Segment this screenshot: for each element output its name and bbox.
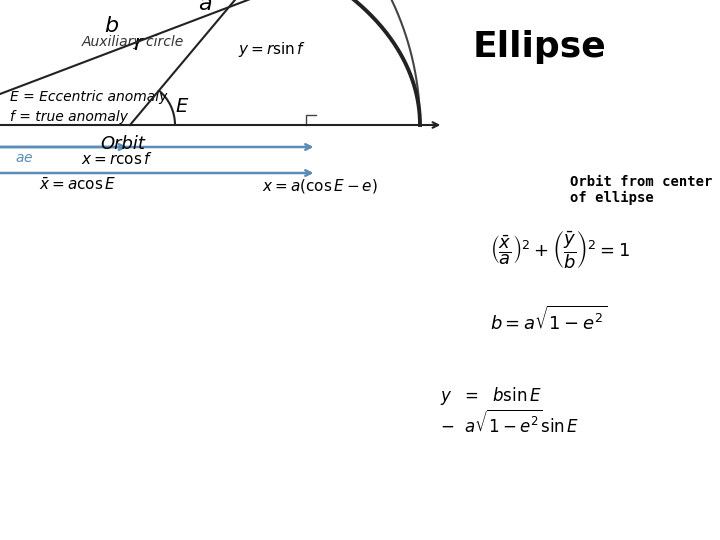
Text: $y \ \ = \ \ b\sin E$: $y \ \ = \ \ b\sin E$ [440, 385, 541, 407]
Text: $\left(\dfrac{\bar{x}}{a}\right)^2 + \left(\dfrac{\bar{y}}{b}\right)^2 = 1$: $\left(\dfrac{\bar{x}}{a}\right)^2 + \le… [490, 230, 630, 271]
Text: f = true anomaly: f = true anomaly [10, 110, 128, 124]
Text: $- \ \ a\sqrt{1-e^2}\sin E$: $- \ \ a\sqrt{1-e^2}\sin E$ [440, 410, 580, 437]
Text: $r$: $r$ [133, 35, 145, 55]
Text: Auxiliary circle: Auxiliary circle [82, 35, 184, 49]
Text: $ae$: $ae$ [15, 151, 33, 165]
Text: $b$: $b$ [104, 16, 120, 36]
Text: Orbit: Orbit [100, 135, 145, 153]
Text: $a$: $a$ [198, 0, 212, 14]
Text: $y = r\sin f$: $y = r\sin f$ [238, 40, 307, 59]
Text: Ellipse: Ellipse [473, 30, 607, 64]
Text: Orbit from center
of ellipse: Orbit from center of ellipse [570, 175, 712, 205]
Text: $E$: $E$ [175, 98, 189, 117]
Text: $x = r\cos f$: $x = r\cos f$ [81, 151, 153, 167]
Text: $b = a\sqrt{1-e^2}$: $b = a\sqrt{1-e^2}$ [490, 305, 607, 333]
Text: $\bar{x} = a\cos E$: $\bar{x} = a\cos E$ [39, 177, 116, 193]
Text: $x = a(\cos E - e)$: $x = a(\cos E - e)$ [262, 177, 378, 195]
Text: E = Eccentric anomaly: E = Eccentric anomaly [10, 90, 167, 104]
